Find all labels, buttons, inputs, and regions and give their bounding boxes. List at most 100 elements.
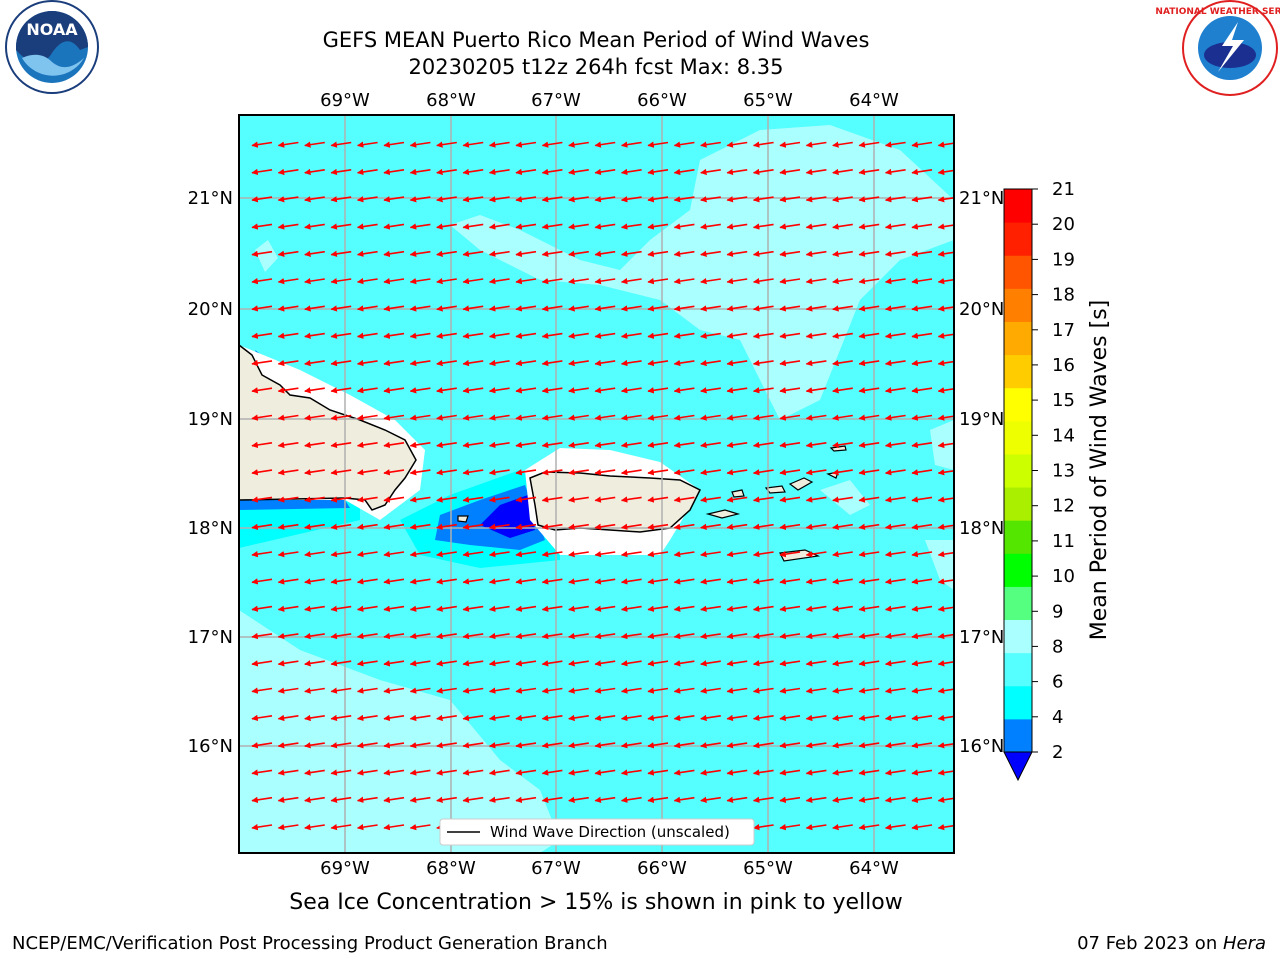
wave-direction-arrow xyxy=(541,196,563,203)
wave-direction-arrow xyxy=(304,414,325,421)
colorbar-segment xyxy=(1004,288,1032,322)
wave-direction-arrow xyxy=(383,823,405,831)
wave-direction-arrow xyxy=(488,141,510,148)
wave-direction-arrow xyxy=(488,387,510,394)
wave-direction-arrow xyxy=(594,550,616,558)
wave-direction-arrow xyxy=(700,168,721,176)
wave-direction-arrow xyxy=(304,359,325,367)
wave-direction-arrow xyxy=(911,687,933,694)
wave-direction-arrow xyxy=(251,578,273,585)
colorbar-tick-label: 8 xyxy=(1052,636,1063,657)
wave-direction-arrow xyxy=(568,796,589,804)
wave-direction-arrow xyxy=(383,578,405,585)
lat-label: 17°N xyxy=(188,627,233,648)
wave-direction-arrow xyxy=(541,469,563,476)
wave-direction-arrow xyxy=(515,714,537,722)
wave-direction-arrow xyxy=(462,223,484,230)
wave-direction-arrow xyxy=(700,687,721,694)
wave-direction-arrow xyxy=(488,660,510,667)
wave-direction-arrow xyxy=(911,550,933,558)
wave-direction-arrow xyxy=(700,387,721,394)
wave-direction-arrow xyxy=(356,714,378,722)
wave-direction-arrow xyxy=(436,660,457,667)
colorbar-segment xyxy=(1004,553,1032,587)
wave-direction-arrow xyxy=(251,441,273,449)
wave-direction-arrow xyxy=(884,742,906,749)
wave-direction-arrow xyxy=(858,823,880,831)
wave-direction-arrow xyxy=(251,769,273,776)
wave-direction-arrow xyxy=(462,359,484,367)
wave-direction-arrow xyxy=(277,769,299,776)
wave-direction-arrow xyxy=(673,414,695,421)
wave-direction-arrow xyxy=(277,168,299,176)
wave-direction-arrow xyxy=(647,141,669,148)
wave-direction-arrow xyxy=(568,632,589,640)
wave-direction-arrow xyxy=(383,769,405,776)
wave-direction-arrow xyxy=(330,823,352,831)
wave-direction-arrow xyxy=(541,632,563,640)
wave-direction-arrow xyxy=(304,250,325,258)
wave-direction-arrow xyxy=(251,196,273,203)
wave-direction-arrow xyxy=(911,632,933,640)
wave-direction-arrow xyxy=(436,796,457,804)
footer-branch-credit: NCEP/EMC/Verification Post Processing Pr… xyxy=(12,933,608,954)
wave-direction-arrow xyxy=(937,742,954,749)
wave-direction-arrow xyxy=(832,496,853,503)
wave-direction-arrow xyxy=(251,168,273,176)
wave-direction-arrow xyxy=(356,550,378,558)
wave-direction-arrow xyxy=(488,250,510,258)
wave-direction-arrow xyxy=(330,414,352,421)
wave-direction-arrow xyxy=(858,796,880,804)
colorbar-tick-label: 18 xyxy=(1052,285,1075,306)
lat-label: 17°N xyxy=(959,627,1004,648)
wave-direction-arrow xyxy=(884,605,906,612)
wave-direction-arrow xyxy=(304,277,325,285)
wave-direction-arrow xyxy=(673,578,695,585)
wave-direction-arrow xyxy=(462,141,484,148)
lon-label: 65°W xyxy=(743,90,793,111)
wave-direction-arrow xyxy=(515,742,537,749)
wave-direction-arrow xyxy=(541,550,563,558)
colorbar-tick-label: 15 xyxy=(1052,390,1075,411)
wave-direction-arrow xyxy=(330,141,352,148)
lon-label: 65°W xyxy=(743,858,793,879)
wave-direction-arrow xyxy=(779,714,801,722)
wave-direction-arrow xyxy=(937,823,954,831)
wave-direction-arrow xyxy=(779,523,801,531)
wave-direction-arrow xyxy=(436,687,457,694)
colorbar-extend-min xyxy=(1003,751,1033,782)
wave-direction-arrow xyxy=(356,387,378,394)
wave-direction-arrow xyxy=(726,742,748,749)
wave-direction-arrow xyxy=(700,250,721,258)
wave-direction-arrow xyxy=(620,196,642,203)
mona-island xyxy=(457,515,469,523)
wave-direction-arrow xyxy=(277,196,299,203)
wave-direction-arrow xyxy=(752,277,774,285)
wave-direction-arrow xyxy=(568,469,589,476)
wave-direction-arrow xyxy=(832,359,853,367)
wave-direction-arrow xyxy=(330,714,352,722)
wave-direction-arrow xyxy=(673,305,695,312)
wave-direction-arrow xyxy=(515,796,537,804)
wave-direction-arrow xyxy=(541,605,563,612)
wave-direction-arrow xyxy=(647,687,669,694)
wave-direction-arrow xyxy=(726,796,748,804)
wave-direction-arrow xyxy=(409,714,431,722)
wave-direction-arrow xyxy=(594,441,616,449)
wave-direction-arrow xyxy=(779,742,801,749)
wave-direction-arrow xyxy=(515,223,537,230)
wave-direction-arrow xyxy=(858,660,880,667)
wave-direction-arrow xyxy=(937,168,954,176)
wave-direction-arrow xyxy=(515,632,537,640)
wave-direction-arrow xyxy=(568,687,589,694)
map-frame xyxy=(238,114,955,854)
wave-direction-arrow xyxy=(515,441,537,449)
wave-direction-arrow xyxy=(726,196,748,203)
wave-direction-arrow xyxy=(884,141,906,148)
wave-direction-arrow xyxy=(515,277,537,285)
wave-direction-arrow xyxy=(594,523,616,531)
wave-direction-arrow xyxy=(779,823,801,831)
wave-direction-arrow xyxy=(409,578,431,585)
wave-direction-arrow xyxy=(251,823,273,831)
wave-direction-arrow xyxy=(884,632,906,640)
